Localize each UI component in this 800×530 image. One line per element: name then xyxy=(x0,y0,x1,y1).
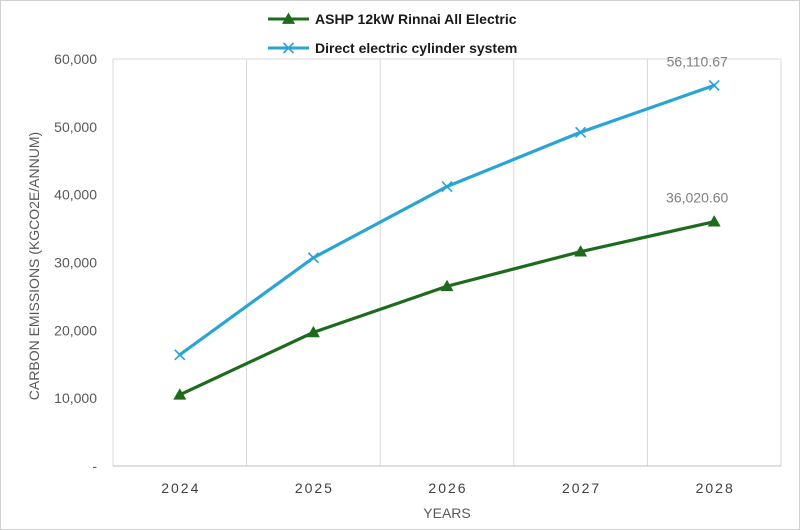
data-point xyxy=(174,349,186,361)
y-axis-title: CARBON EMISSIONS (KGCO2E/ANNUM) xyxy=(26,132,42,400)
x-tick-label: 2024 xyxy=(161,480,200,496)
marker-x-stroke xyxy=(575,126,587,138)
legend-marker xyxy=(282,12,295,24)
data-point xyxy=(440,279,454,292)
data-label: 56,110.67 xyxy=(667,53,728,69)
marker-x-stroke xyxy=(307,252,319,264)
x-tick-label: 2026 xyxy=(428,480,467,496)
series-1: 36,020.60 xyxy=(173,190,729,400)
series-2: 56,110.67 xyxy=(174,53,728,361)
y-tick-label: 40,000 xyxy=(54,187,97,203)
data-point xyxy=(708,79,720,91)
data-point xyxy=(707,215,721,227)
legend-label: Direct electric cylinder system xyxy=(315,40,517,56)
series-line xyxy=(178,83,716,357)
y-tick-label: 20,000 xyxy=(54,322,97,338)
data-point xyxy=(441,180,453,193)
data-point xyxy=(575,126,587,138)
data-label: 36,020.60 xyxy=(666,190,728,206)
series-line xyxy=(178,220,716,397)
x-tick-label: 2028 xyxy=(696,480,735,496)
data-point xyxy=(306,325,320,338)
legend-marker xyxy=(282,42,295,54)
x-tick-label: 2027 xyxy=(562,480,601,496)
y-tick-label: 30,000 xyxy=(54,255,97,271)
y-tick-label: 50,000 xyxy=(54,119,97,135)
data-point xyxy=(307,252,319,264)
marker-x-stroke xyxy=(708,79,720,91)
y-tick-label: 60,000 xyxy=(54,51,97,67)
x-axis-title: YEARS xyxy=(423,505,470,521)
series: 36,020.60 56,110.67 xyxy=(173,53,729,400)
marker-x-stroke xyxy=(174,349,186,361)
y-tick-label: 10,000 xyxy=(54,390,97,406)
y-tick-label: - xyxy=(92,458,97,474)
marker-x-stroke xyxy=(441,180,453,193)
axes: - 10,000 20,000 30,000 40,000 50,000 60,000 202… xyxy=(54,51,781,496)
marker-x-stroke xyxy=(282,42,295,54)
x-tick-label: 2025 xyxy=(295,480,334,496)
data-point xyxy=(574,245,588,257)
legend-entry-1: ASHP 12kW Rinnai All Electric xyxy=(268,11,517,27)
legend-entry-2: Direct electric cylinder system xyxy=(268,40,517,56)
grid xyxy=(112,58,782,466)
legend-label: ASHP 12kW Rinnai All Electric xyxy=(315,11,517,27)
legend: ASHP 12kW Rinnai All Electric Direct elec… xyxy=(268,11,517,56)
data-point xyxy=(173,388,187,400)
